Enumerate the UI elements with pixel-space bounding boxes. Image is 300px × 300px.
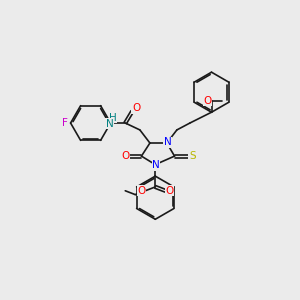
Text: H: H <box>109 112 117 123</box>
Text: O: O <box>137 186 146 196</box>
Text: F: F <box>62 118 68 128</box>
Text: N: N <box>106 119 114 129</box>
Text: N: N <box>152 160 160 170</box>
Text: O: O <box>121 151 129 161</box>
Text: N: N <box>164 137 172 147</box>
Text: O: O <box>132 103 140 113</box>
Text: O: O <box>203 96 212 106</box>
Text: S: S <box>189 151 196 161</box>
Text: O: O <box>165 186 173 196</box>
